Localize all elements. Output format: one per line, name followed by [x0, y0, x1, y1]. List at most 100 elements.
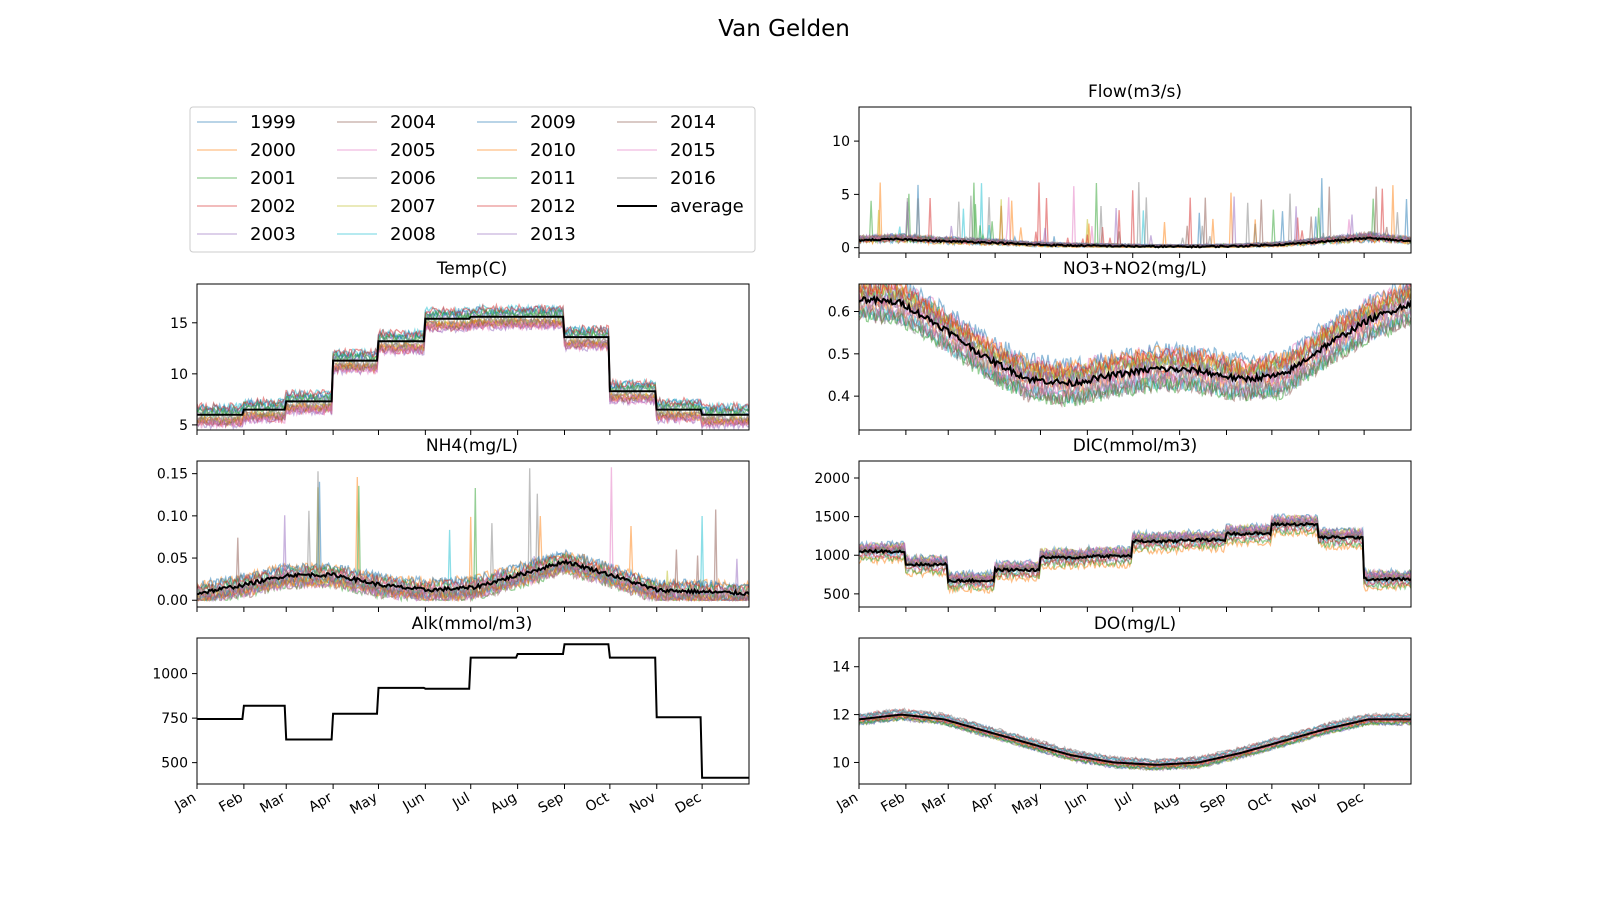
x-tick-label-alk-3: Apr [306, 789, 335, 815]
series-line-flow-average [859, 236, 1411, 249]
y-tick-label-temp-1: 10 [170, 367, 188, 383]
axes-frame-dic [858, 460, 1412, 608]
legend-label-2014: 2014 [670, 112, 716, 133]
plot-area-do [859, 707, 1411, 772]
series-line-no3-2015 [859, 296, 1411, 398]
axes-frame-nh4 [196, 460, 750, 608]
x-tick-label-alk-9: Oct [583, 789, 612, 815]
x-tick-label-do-0: Jan [833, 790, 861, 815]
panel-title-dic: DIC(mmol/m3) [1073, 436, 1198, 456]
panel-do: DO(mg/L) 10 12 14 Jan Feb Mar Apr May Jun Jul Aug S… [832, 614, 1412, 818]
figure-title: Van Gelden [718, 16, 850, 42]
legend-label-2007: 2007 [390, 196, 436, 217]
legend-label-2009: 2009 [530, 112, 576, 133]
plot-area-alk [197, 643, 749, 779]
legend: 1999 2000 2001 2002 2003 2004 2005 2006 2007 2008… [189, 106, 756, 253]
panel-no3: NO3+NO2(mg/L) 0.4 0.5 0.6 [828, 259, 1412, 435]
series-line-nh4-2013 [197, 515, 749, 603]
x-tick-label-alk-4: May [347, 790, 380, 818]
x-tick-label-do-3: Apr [968, 789, 997, 815]
series-line-temp-2002 [197, 319, 749, 429]
y-tick-label-temp-2: 15 [170, 316, 188, 332]
y-tick-label-nh4-1: 0.05 [157, 551, 188, 567]
x-tick-label-do-7: Aug [1150, 790, 1182, 818]
y-tick-label-dic-0: 500 [823, 587, 850, 603]
y-tick-label-no3-1: 0.5 [828, 347, 850, 363]
series-line-temp-2015 [197, 318, 749, 429]
y-tick-label-do-1: 12 [832, 708, 850, 724]
axes-frame-no3 [858, 283, 1412, 431]
legend-frame [189, 106, 756, 253]
x-tick-label-do-5: Jun [1062, 790, 1090, 815]
panel-title-no3: NO3+NO2(mg/L) [1063, 259, 1207, 279]
legend-label-2006: 2006 [390, 168, 436, 189]
x-tick-label-alk-7: Aug [488, 790, 520, 818]
series-line-dic-2012 [859, 522, 1411, 589]
legend-label-average: average [670, 196, 744, 217]
legend-label-2016: 2016 [670, 168, 716, 189]
series-line-temp-2016 [197, 313, 749, 424]
series-line-do-2016 [859, 707, 1411, 763]
legend-label-2008: 2008 [390, 224, 436, 245]
axes-frame-do [858, 637, 1412, 785]
panel-title-temp: Temp(C) [436, 259, 507, 279]
x-tick-label-alk-8: Sep [536, 790, 567, 817]
panel-alk: Alk(mmol/m3) 500 750 1000 Jan Feb Mar Apr May Ju… [152, 614, 750, 818]
y-tick-label-do-2: 14 [832, 660, 850, 676]
legend-label-2015: 2015 [670, 140, 716, 161]
series-line-nh4-average [197, 558, 749, 596]
series-line-no3-2012 [859, 284, 1411, 380]
x-tick-label-alk-2: Mar [257, 789, 288, 816]
x-tick-label-alk-1: Feb [216, 790, 246, 816]
y-tick-label-alk-0: 500 [161, 756, 188, 772]
plot-area-no3 [859, 284, 1411, 408]
y-tick-label-no3-2: 0.6 [828, 305, 850, 321]
x-tick-label-do-10: Nov [1289, 790, 1321, 818]
panel-title-alk: Alk(mmol/m3) [412, 614, 533, 634]
panel-title-flow: Flow(m3/s) [1088, 82, 1182, 102]
series-line-alk-average [197, 643, 749, 779]
y-tick-label-dic-3: 2000 [814, 471, 850, 487]
x-tick-label-do-11: Dec [1335, 790, 1366, 817]
y-tick-label-nh4-0: 0.00 [157, 593, 188, 609]
x-tick-label-do-8: Sep [1198, 790, 1229, 817]
x-tick-label-do-9: Oct [1245, 789, 1274, 815]
series-line-do-2011 [859, 716, 1411, 771]
panel-temp: Temp(C) 5 10 15 [170, 259, 750, 435]
series-line-temp-average [197, 315, 749, 416]
x-tick-label-do-1: Feb [878, 790, 908, 816]
series-line-dic-average [859, 521, 1411, 585]
y-tick-label-no3-0: 0.4 [828, 389, 850, 405]
y-tick-label-flow-2: 10 [832, 134, 850, 150]
legend-label-1999: 1999 [250, 112, 296, 133]
panel-nh4: NH4(mg/L) 0.00 0.05 0.10 0.15 [157, 436, 750, 612]
legend-label-2001: 2001 [250, 168, 296, 189]
legend-label-2010: 2010 [530, 140, 576, 161]
axes-frame-temp [196, 283, 750, 431]
axes-frame-alk [196, 637, 750, 785]
series-line-nh4-2009 [197, 481, 749, 593]
y-tick-label-flow-0: 0 [841, 241, 850, 257]
x-tick-label-alk-11: Dec [673, 790, 704, 817]
y-tick-label-flow-1: 5 [841, 187, 850, 203]
legend-label-2004: 2004 [390, 112, 436, 133]
plot-area-temp [197, 302, 749, 430]
series-line-no3-average [859, 295, 1411, 388]
legend-label-2013: 2013 [530, 224, 576, 245]
legend-label-2012: 2012 [530, 196, 576, 217]
x-tick-label-do-4: May [1009, 790, 1042, 818]
series-line-do-average [859, 713, 1411, 766]
y-tick-label-nh4-2: 0.10 [157, 509, 188, 525]
panel-title-nh4: NH4(mg/L) [426, 436, 518, 456]
legend-label-2000: 2000 [250, 140, 296, 161]
legend-label-2003: 2003 [250, 224, 296, 245]
series-line-nh4-2015 [197, 467, 749, 599]
panel-title-do: DO(mg/L) [1094, 614, 1176, 634]
x-tick-label-alk-10: Nov [627, 790, 659, 818]
legend-label-2005: 2005 [390, 140, 436, 161]
x-tick-label-do-2: Mar [919, 789, 950, 816]
series-line-do-2014 [859, 712, 1411, 768]
y-tick-label-temp-0: 5 [179, 418, 188, 434]
axes-frame-flow [858, 106, 1412, 254]
